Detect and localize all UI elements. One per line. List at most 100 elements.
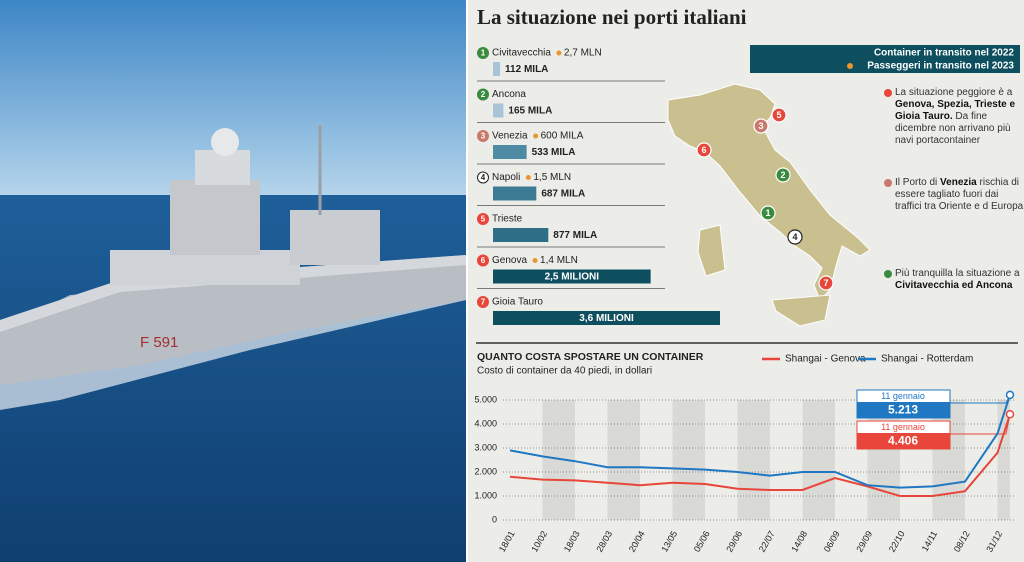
bar bbox=[493, 103, 504, 118]
hull-number: F 591 bbox=[140, 334, 178, 351]
note-text: Civitavecchia ed Ancona bbox=[895, 280, 1013, 291]
note-dot bbox=[884, 89, 892, 97]
note-text: rischia di essere tagliato fuori dai tra… bbox=[895, 177, 1024, 212]
passenger-label: 2,7 MLN bbox=[564, 48, 602, 59]
map-marker-number: 7 bbox=[823, 278, 828, 288]
note-text: La situazione peggiore è a bbox=[895, 87, 1013, 98]
annotation-value-bg bbox=[857, 402, 950, 418]
band bbox=[802, 400, 835, 520]
map-marker-number: 5 bbox=[776, 110, 781, 120]
title: La situazione nei porti italiani bbox=[477, 5, 747, 29]
port-name: Ancona bbox=[492, 89, 526, 100]
legend-label: Shangai - Rotterdam bbox=[881, 354, 973, 365]
note-text: Venezia bbox=[940, 177, 977, 188]
passenger-dot bbox=[533, 133, 539, 139]
band bbox=[607, 400, 640, 520]
y-tick-label: 0 bbox=[492, 514, 497, 524]
note: Il Porto di Venezia rischia di essere ta… bbox=[884, 177, 1024, 213]
line bbox=[509, 413, 1011, 497]
y-tick-label: 5.000 bbox=[474, 394, 497, 404]
map-marker bbox=[771, 107, 787, 123]
y-tick-label: 2.000 bbox=[474, 466, 497, 476]
map-marker bbox=[787, 229, 803, 245]
port-number: 6 bbox=[481, 256, 486, 265]
annotation-value-bg bbox=[857, 433, 950, 449]
port-number-badge bbox=[477, 47, 489, 59]
port-name: Gioia Tauro bbox=[492, 297, 543, 308]
port-name: Trieste bbox=[492, 214, 523, 225]
note-text: Da fine dicembre non arrivano più navi p… bbox=[895, 111, 1011, 146]
bar-value-label: 533 MILA bbox=[532, 147, 576, 158]
passenger-label: 1,4 MLN bbox=[540, 255, 578, 266]
band bbox=[932, 400, 965, 520]
map bbox=[667, 83, 871, 327]
port-name: Napoli bbox=[492, 172, 520, 183]
port-name: Civitavecchia bbox=[492, 48, 551, 59]
passenger-dot bbox=[556, 50, 562, 56]
bar bbox=[493, 311, 720, 325]
passenger-dot bbox=[532, 258, 538, 263]
bar bbox=[493, 186, 537, 201]
bar-value-label: 2,5 MILIONI bbox=[545, 272, 600, 283]
port-number: 5 bbox=[481, 215, 486, 224]
map-marker-number: 3 bbox=[758, 121, 763, 131]
bar bbox=[493, 228, 549, 242]
note-dot bbox=[884, 270, 892, 278]
end-point bbox=[1005, 390, 1015, 400]
map-marker-number: 4 bbox=[792, 232, 797, 242]
note-text: Più tranquilla la situazione a bbox=[895, 268, 1020, 279]
map-marker-number: 2 bbox=[780, 170, 785, 180]
bar-value-label: 112 MILA bbox=[505, 64, 548, 75]
legend-box: Container in transito nel 2022 Passegger… bbox=[750, 45, 1020, 73]
map-marker bbox=[753, 118, 769, 134]
band bbox=[867, 400, 900, 520]
map-marker-number: 6 bbox=[701, 145, 706, 155]
port-number-badge bbox=[477, 88, 489, 101]
photo: F 591 bbox=[0, 0, 466, 562]
port-number: 3 bbox=[481, 132, 486, 141]
band bbox=[737, 400, 770, 520]
port-number-badge bbox=[477, 296, 489, 308]
map-marker bbox=[775, 167, 791, 183]
map-marker bbox=[818, 275, 834, 291]
passenger-label: 600 MILA bbox=[541, 131, 584, 142]
bar-value-label: 3,6 MILIONI bbox=[579, 313, 634, 324]
y-tick-label: 3.000 bbox=[474, 442, 497, 452]
port-number: 2 bbox=[481, 90, 486, 99]
map-marker bbox=[696, 142, 712, 158]
annotation-value: 4.406 bbox=[888, 434, 918, 448]
port-number-badge bbox=[477, 130, 489, 142]
port-number: 4 bbox=[481, 173, 486, 182]
port-number-badge bbox=[477, 171, 489, 184]
port-number-badge bbox=[477, 213, 489, 225]
passenger-label: 1,5 MLN bbox=[533, 172, 571, 183]
bar-value-label: 165 MILA bbox=[508, 106, 552, 117]
legend-passengers: Passeggeri in transito nel 2023 bbox=[867, 61, 1014, 72]
annotation-value: 5.213 bbox=[888, 403, 918, 417]
bar-value-label: 877 MILA bbox=[553, 230, 597, 241]
y-tick-label: 4.000 bbox=[474, 418, 497, 428]
legend-label: Shangai - Genova bbox=[785, 354, 866, 365]
y-tick-label: 1.000 bbox=[474, 490, 497, 500]
line bbox=[509, 394, 1011, 489]
bar-value-label: 687 MILA bbox=[541, 189, 585, 200]
bar bbox=[493, 62, 501, 76]
bar bbox=[493, 145, 527, 159]
note-text: Genova, Spezia, Trieste e Gioia Tauro. bbox=[895, 99, 1016, 122]
end-point bbox=[1005, 410, 1015, 419]
annotation-label: 11 gennaio bbox=[881, 422, 925, 432]
port-number: 1 bbox=[481, 49, 486, 58]
port-number: 7 bbox=[481, 298, 486, 307]
passenger-dot bbox=[525, 175, 531, 180]
port-name: Genova bbox=[492, 255, 527, 266]
note: Più tranquilla la situazione a Civitavec… bbox=[884, 268, 1024, 292]
note: La situazione peggiore è a Genova, Spezi… bbox=[884, 87, 1024, 147]
port-name: Venezia bbox=[492, 131, 528, 142]
annotation-connector bbox=[950, 414, 1011, 435]
annotation-label: 11 gennaio bbox=[881, 391, 925, 401]
map-marker bbox=[760, 205, 776, 221]
line-chart-subtitle: Costo di container da 40 piedi, in dolla… bbox=[477, 366, 652, 377]
note-text: Il Porto di bbox=[895, 177, 941, 188]
